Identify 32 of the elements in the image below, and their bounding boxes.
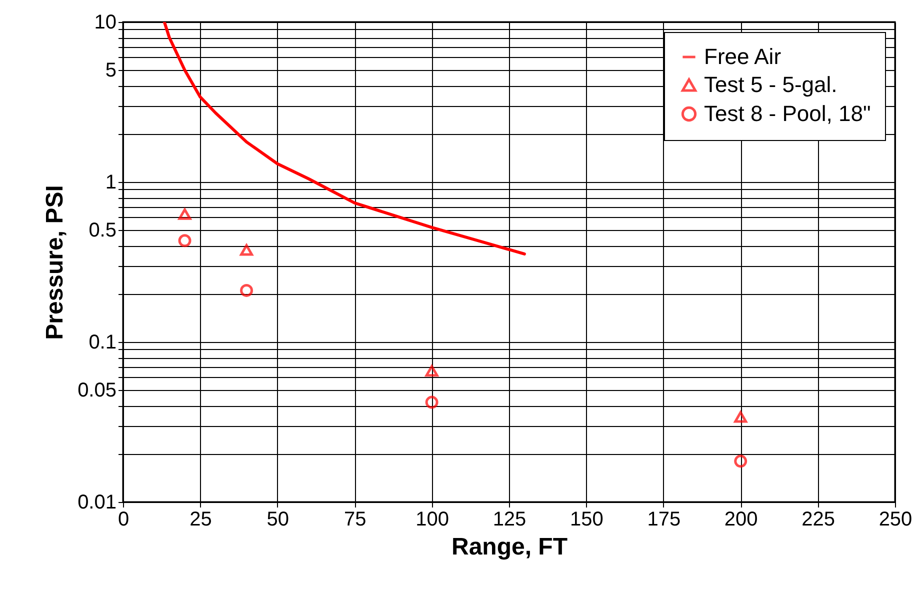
y-tick-label: 10 <box>94 12 116 34</box>
x-tick-label: 175 <box>647 508 681 530</box>
y-tick-label: 0.5 <box>88 220 116 242</box>
point <box>425 396 438 409</box>
line-series <box>162 22 526 256</box>
x-tick-label: 200 <box>724 508 758 530</box>
x-tick-label: 250 <box>878 508 912 530</box>
legend-label: Free Air <box>704 44 782 69</box>
x-tick-label: 125 <box>492 508 526 530</box>
x-tick-label: 50 <box>266 508 290 530</box>
x-tick-label: 225 <box>802 508 835 530</box>
legend-label: Test 5 - 5-gal. <box>704 72 838 97</box>
y-tick-label: 0.1 <box>88 332 116 354</box>
x-tick-label: 25 <box>190 508 212 530</box>
x-tick-label: 100 <box>416 508 449 530</box>
x-tick-label: 0 <box>118 508 130 530</box>
y-tick-label: 5 <box>105 60 116 82</box>
legend-label: Test 8 - Pool, 18" <box>704 101 871 126</box>
y-axis-title: Pressure, PSI <box>42 185 69 340</box>
point <box>178 208 192 220</box>
point <box>425 365 438 377</box>
y-tick-label: 0.01 <box>78 492 116 514</box>
y-tick-label: 1 <box>105 172 116 194</box>
x-tick-label: 75 <box>344 508 366 530</box>
point <box>240 284 254 297</box>
x-tick-label: 150 <box>570 508 604 530</box>
y-tick-label: 0.05 <box>78 380 116 402</box>
point <box>240 244 254 256</box>
x-axis-title: Range, FT <box>451 534 568 560</box>
point <box>734 411 748 423</box>
point <box>734 454 748 468</box>
point <box>178 234 192 248</box>
